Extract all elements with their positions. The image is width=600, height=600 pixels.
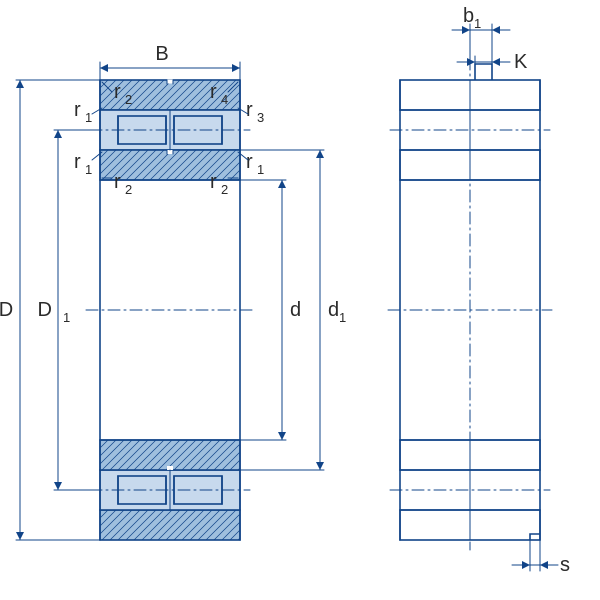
svg-text:K: K	[514, 51, 528, 73]
svg-text:2: 2	[125, 182, 132, 197]
svg-text:r: r	[74, 99, 81, 121]
svg-text:r: r	[246, 99, 253, 121]
svg-text:r: r	[246, 151, 253, 173]
svg-text:1: 1	[257, 162, 264, 177]
svg-text:D: D	[38, 299, 52, 321]
svg-text:r: r	[114, 81, 121, 103]
svg-text:s: s	[560, 554, 570, 576]
svg-text:2: 2	[125, 92, 132, 107]
svg-text:r: r	[114, 171, 121, 193]
svg-text:d: d	[328, 299, 339, 321]
svg-text:B: B	[155, 43, 168, 65]
svg-text:d: d	[290, 299, 301, 321]
svg-text:r: r	[210, 81, 217, 103]
svg-text:1: 1	[339, 310, 346, 325]
svg-text:3: 3	[257, 110, 264, 125]
svg-text:1: 1	[63, 310, 70, 325]
svg-text:r: r	[210, 171, 217, 193]
svg-text:D: D	[0, 299, 13, 321]
svg-text:4: 4	[221, 92, 228, 107]
svg-text:1: 1	[85, 162, 92, 177]
svg-text:b: b	[463, 5, 474, 27]
svg-text:2: 2	[221, 182, 228, 197]
svg-text:r: r	[74, 151, 81, 173]
svg-text:1: 1	[474, 16, 481, 31]
svg-text:1: 1	[85, 110, 92, 125]
